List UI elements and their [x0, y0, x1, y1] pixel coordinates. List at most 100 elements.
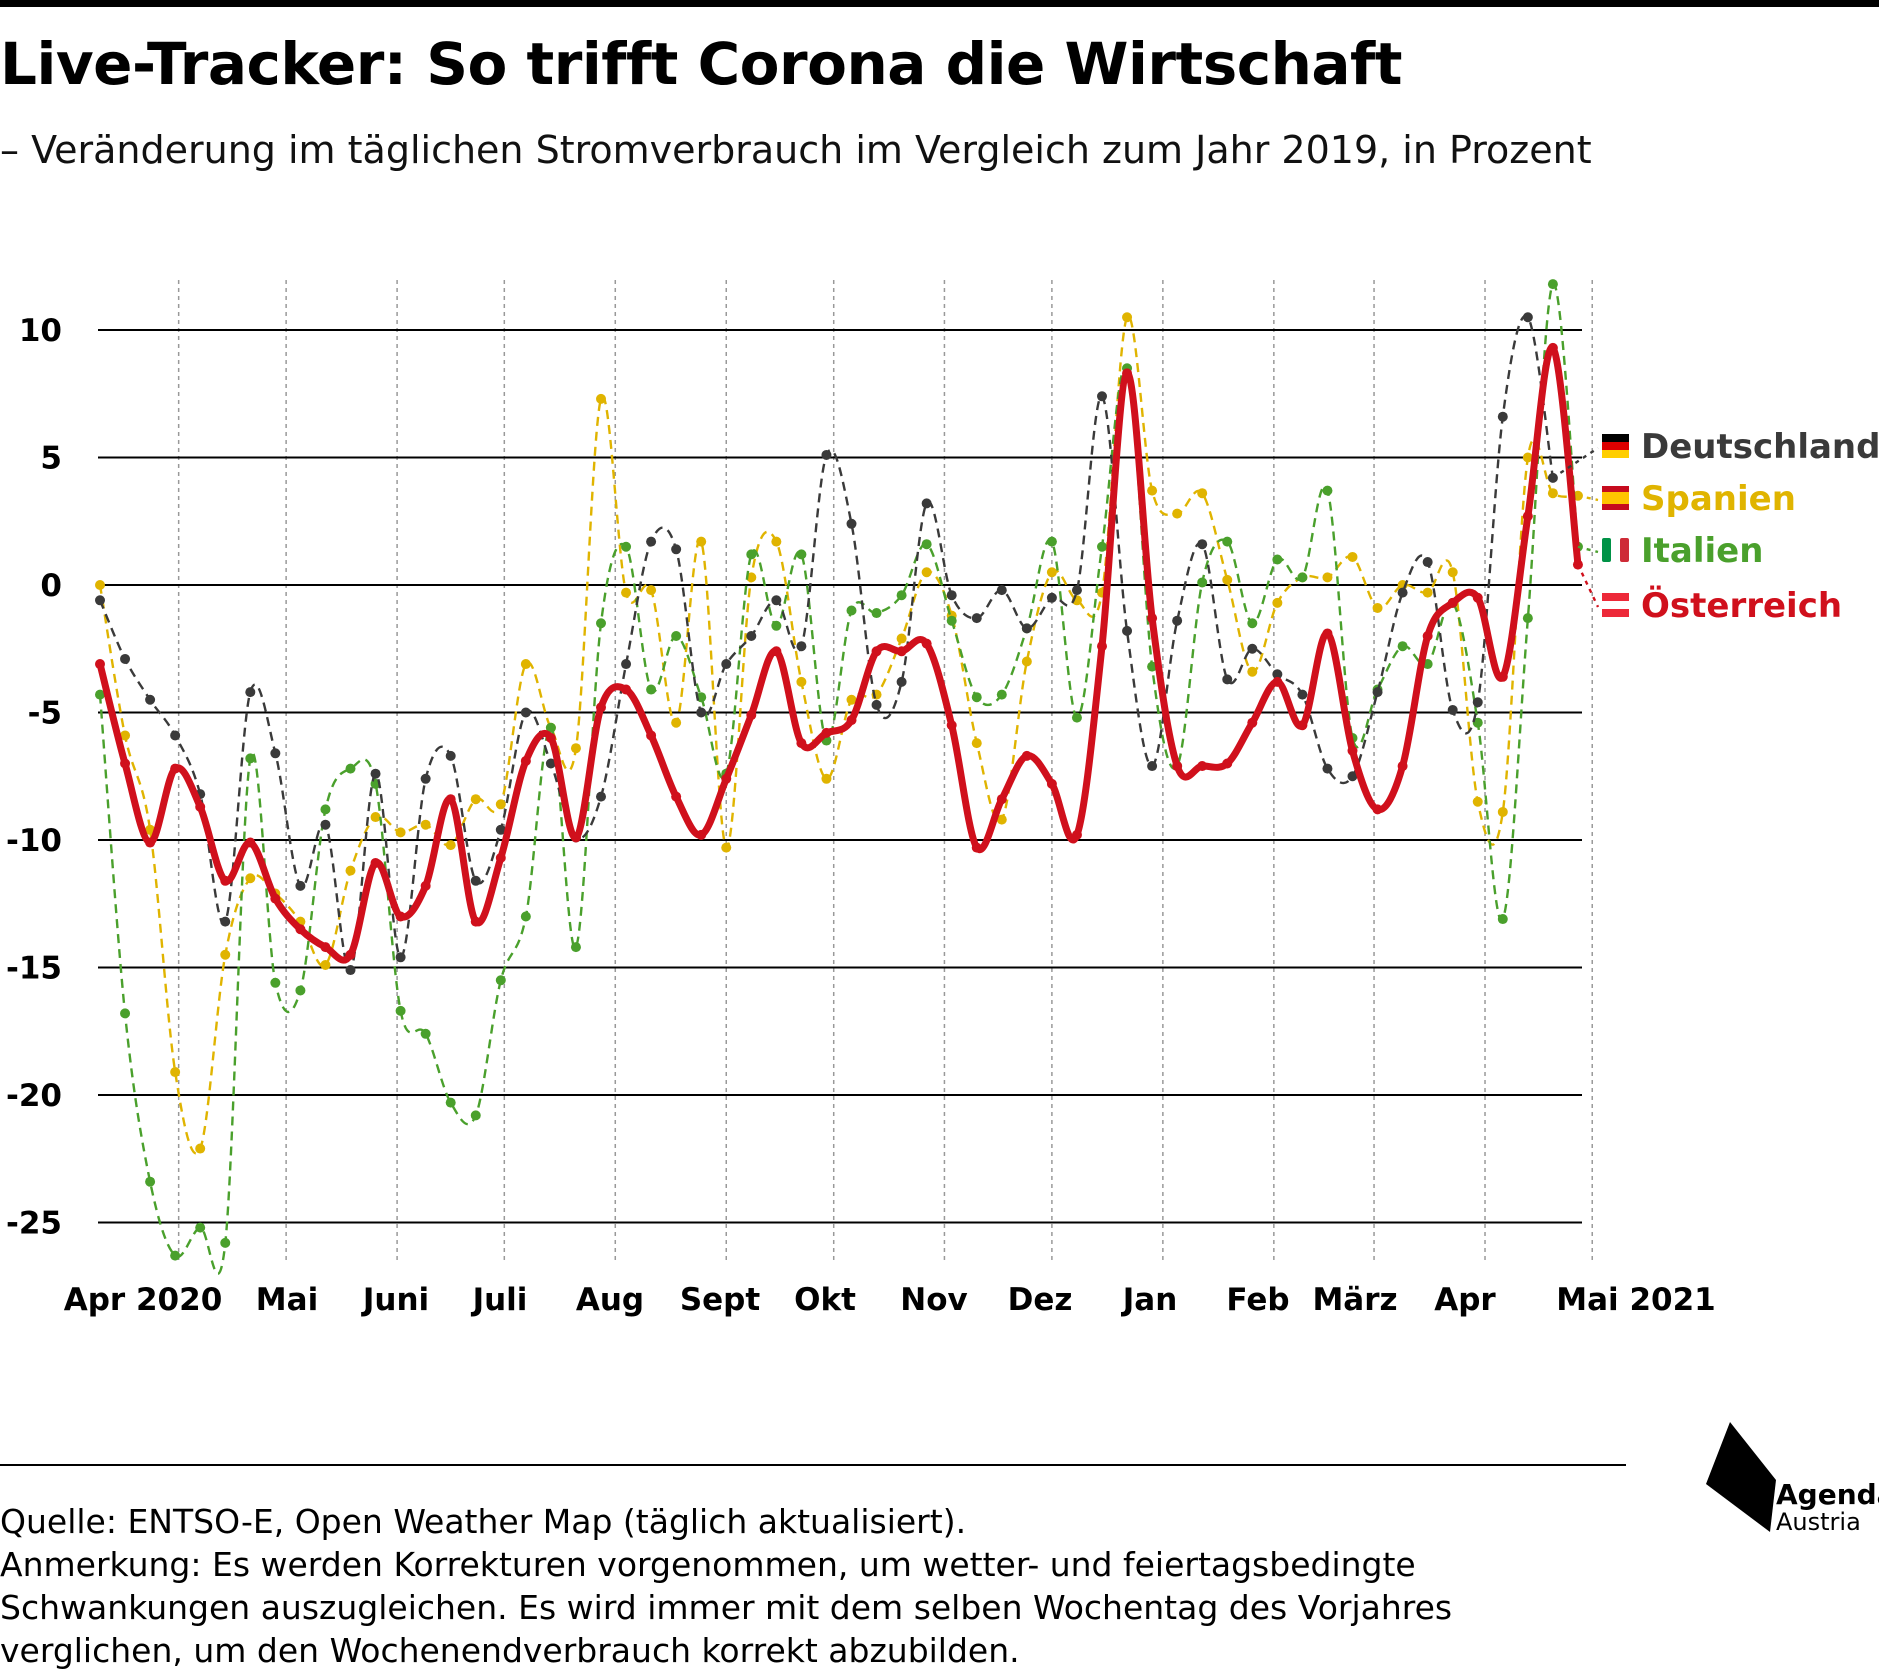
data-point-spanien [470, 794, 481, 805]
data-point-deutschland [1322, 763, 1333, 774]
data-point-spanien [1197, 488, 1208, 499]
data-point-oesterreich [971, 842, 982, 853]
data-point-spanien [1172, 508, 1183, 519]
data-point-italien [771, 620, 782, 631]
month-gridlines [177, 280, 1593, 1262]
data-point-spanien [170, 1067, 181, 1078]
data-point-spanien [120, 730, 131, 741]
data-point-spanien [1322, 572, 1333, 583]
data-point-oesterreich [545, 733, 556, 743]
data-point-oesterreich [495, 852, 506, 863]
data-point-spanien [245, 873, 256, 884]
data-point-italien [621, 541, 632, 552]
data-point-deutschland [621, 659, 632, 670]
data-point-italien [1097, 541, 1107, 552]
y-tick-label: -15 [6, 951, 62, 987]
data-point-oesterreich [1547, 342, 1558, 353]
x-tick-label: Mai [256, 1282, 318, 1318]
logo-mark-icon [1706, 1422, 1776, 1532]
y-tick-label: -5 [28, 696, 62, 732]
data-point-spanien [596, 393, 606, 404]
data-point-deutschland [445, 750, 456, 761]
data-point-spanien [1247, 666, 1258, 677]
legend-item-oesterreich: Österreich [1576, 564, 1842, 626]
data-point-oesterreich [871, 646, 882, 657]
data-point-spanien [796, 676, 807, 687]
data-point-italien [1197, 577, 1208, 588]
legend-item-deutschland: Deutschland [1552, 427, 1879, 479]
x-tick-label: Okt [794, 1282, 856, 1318]
data-point-oesterreich [696, 829, 707, 840]
source-note: Quelle: ENTSO-E, Open Weather Map (tägli… [0, 1502, 967, 1541]
x-tick-label: Aug [576, 1282, 644, 1318]
data-point-oesterreich [395, 911, 406, 922]
data-point-deutschland [796, 641, 807, 652]
legend-label-deutschland: Deutschland [1641, 427, 1879, 467]
data-point-spanien [395, 827, 406, 838]
data-point-deutschland [1071, 585, 1082, 596]
data-point-deutschland [1422, 557, 1433, 568]
data-point-deutschland [270, 748, 281, 759]
data-point-spanien [420, 819, 431, 830]
data-point-oesterreich [220, 875, 231, 886]
x-tick-label: Juni [361, 1282, 429, 1318]
agenda-austria-logo: Agenda Austria [1700, 1418, 1879, 1538]
data-point-spanien [145, 824, 156, 835]
data-point-italien [395, 1005, 406, 1016]
data-point-oesterreich [1422, 631, 1433, 641]
data-point-oesterreich [1272, 676, 1283, 687]
data-point-italien [445, 1097, 456, 1108]
data-point-spanien [1021, 656, 1032, 667]
footer-rule [0, 1464, 1626, 1466]
data-point-deutschland [420, 773, 431, 784]
x-tick-label: Apr 2020 [64, 1282, 223, 1318]
data-point-deutschland [345, 965, 356, 976]
data-point-italien [1272, 554, 1283, 565]
data-point-deutschland [871, 699, 882, 710]
data-point-deutschland [921, 498, 932, 509]
data-point-spanien [721, 842, 732, 853]
data-point-deutschland [220, 916, 231, 927]
data-point-oesterreich [1097, 641, 1107, 652]
data-point-deutschland [1122, 625, 1133, 636]
data-point-oesterreich [596, 702, 606, 713]
data-point-oesterreich [420, 880, 431, 891]
data-point-deutschland [1297, 689, 1308, 700]
data-point-oesterreich [95, 659, 105, 670]
data-point-deutschland [1222, 674, 1233, 685]
data-point-oesterreich [270, 893, 281, 904]
x-tick-label: Juli [471, 1282, 528, 1318]
data-point-oesterreich [846, 715, 857, 726]
data-point-italien [295, 985, 306, 996]
data-point-oesterreich [1322, 628, 1333, 639]
x-tick-labels: Apr 2020 Mai Juni Juli Aug Sept Okt Nov Dez Jan Fe… [64, 1282, 1716, 1318]
data-point-oesterreich [771, 646, 782, 657]
data-point-deutschland [1272, 669, 1283, 680]
data-point-spanien [1046, 567, 1057, 578]
data-point-spanien [570, 743, 581, 754]
data-point-italien [1297, 572, 1308, 583]
data-point-spanien [345, 865, 356, 876]
series-layer [95, 279, 1583, 1275]
data-point-italien [420, 1028, 431, 1039]
data-point-spanien [1472, 796, 1483, 807]
data-point-oesterreich [671, 791, 682, 802]
data-point-italien [746, 549, 757, 560]
flag-spanien-icon [1602, 486, 1629, 510]
data-point-oesterreich [170, 763, 181, 774]
data-point-oesterreich [1071, 829, 1082, 840]
data-point-spanien [1422, 587, 1433, 598]
data-point-spanien [746, 572, 757, 583]
data-point-spanien [1147, 485, 1158, 496]
data-point-spanien [495, 799, 506, 810]
data-point-deutschland [696, 707, 707, 718]
data-point-deutschland [596, 791, 606, 802]
data-point-spanien [971, 738, 982, 749]
data-point-spanien [1347, 551, 1358, 562]
data-point-oesterreich [1522, 511, 1533, 522]
data-point-oesterreich [896, 646, 907, 657]
data-point-italien [946, 615, 957, 626]
data-point-spanien [846, 694, 857, 705]
data-point-spanien [1547, 488, 1558, 499]
data-point-deutschland [1447, 704, 1458, 715]
